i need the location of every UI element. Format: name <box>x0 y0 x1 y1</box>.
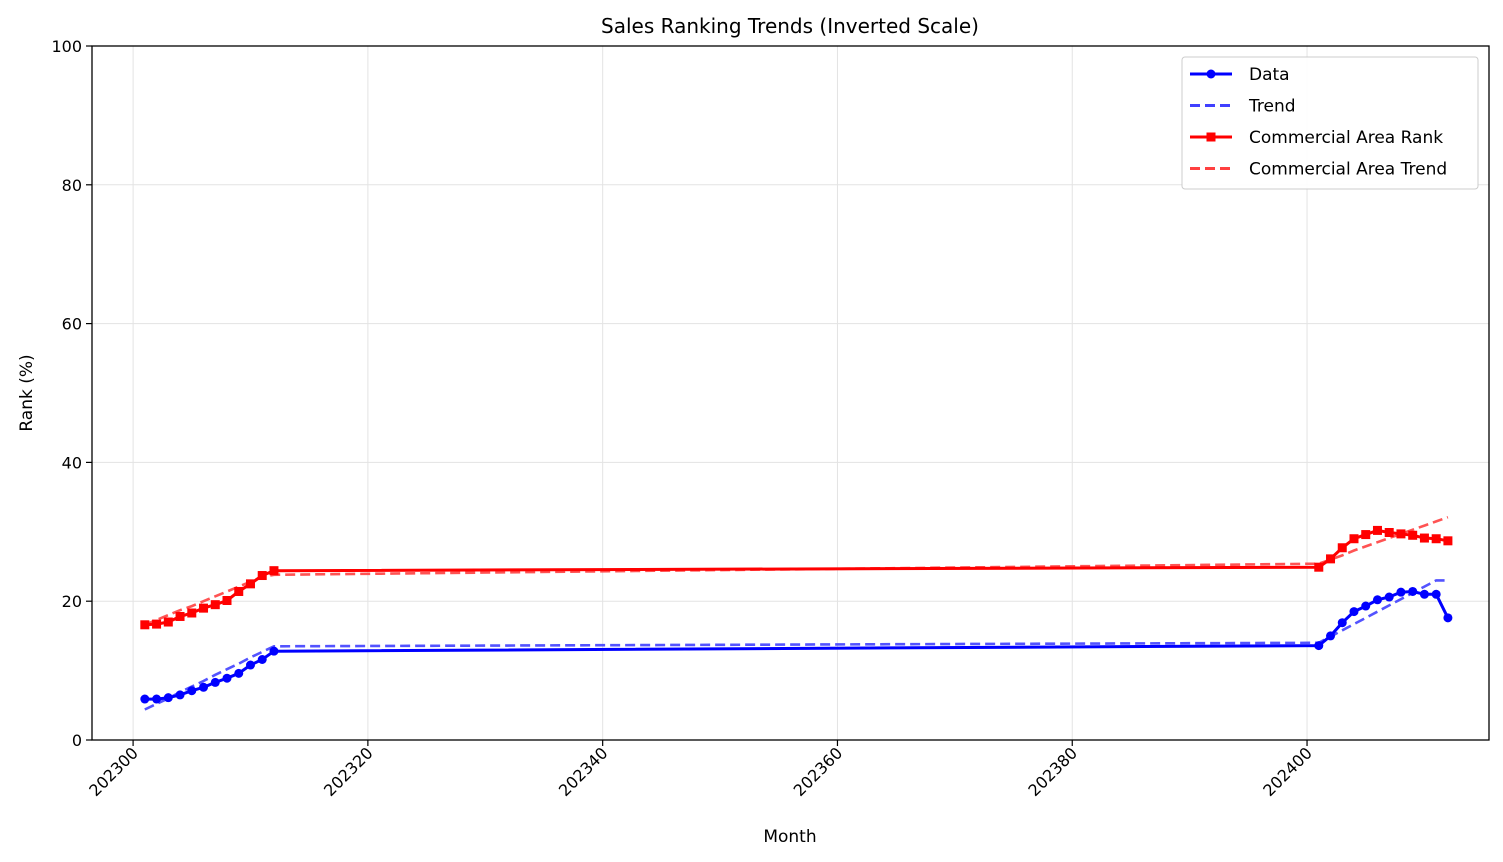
data-point-data <box>210 677 220 687</box>
data-point-data <box>222 673 232 683</box>
data-point-commercial-area-rank <box>269 566 279 576</box>
y-tick-label: 100 <box>51 37 82 56</box>
series-layer <box>140 515 1453 711</box>
legend-box <box>1181 56 1479 190</box>
data-point-commercial-area-rank <box>1361 530 1371 540</box>
y-axis-label: Rank (%) <box>17 354 37 431</box>
data-point-data <box>175 690 185 700</box>
data-point-data <box>1372 595 1382 605</box>
y-tick-label: 80 <box>62 176 82 195</box>
data-point-data <box>1443 613 1453 623</box>
data-point-commercial-area-rank <box>245 579 255 589</box>
data-point-data <box>1384 592 1394 602</box>
data-point-data <box>257 654 267 664</box>
x-axis-label: Month <box>763 827 816 847</box>
data-point-commercial-area-rank <box>257 571 267 581</box>
data-point-data <box>1337 618 1347 628</box>
y-tick-label: 0 <box>72 731 82 750</box>
y-tick-label: 40 <box>62 453 82 472</box>
data-point-data <box>187 686 197 696</box>
data-point-commercial-area-rank <box>1326 554 1336 564</box>
data-point-data <box>1314 641 1324 651</box>
legend-label-data: Data <box>1249 65 1290 85</box>
y-tick-label: 20 <box>62 592 82 611</box>
data-point-data <box>1396 587 1406 597</box>
data-point-data <box>234 668 244 678</box>
data-point-commercial-area-rank <box>163 617 173 627</box>
legend-label-commercial-area-rank: Commercial Area Rank <box>1249 128 1443 148</box>
data-point-commercial-area-rank <box>234 586 244 596</box>
data-point-data <box>1408 586 1418 596</box>
data-point-data <box>1431 589 1441 599</box>
data-point-commercial-area-rank <box>187 608 197 618</box>
data-point-commercial-area-rank <box>1419 533 1429 543</box>
data-point-commercial-area-rank <box>1396 529 1406 539</box>
data-point-data <box>152 694 162 704</box>
data-point-commercial-area-rank <box>1372 525 1382 535</box>
data-point-commercial-area-rank <box>1431 534 1441 544</box>
legend-label-commercial-area-trend: Commercial Area Trend <box>1249 160 1447 180</box>
data-point-commercial-area-rank <box>222 596 232 606</box>
data-point-data <box>1361 601 1371 611</box>
data-point-commercial-area-rank <box>1408 530 1418 540</box>
data-point-commercial-area-rank <box>1384 527 1394 537</box>
data-point-commercial-area-rank <box>1314 562 1324 572</box>
plot-frame <box>91 45 1490 741</box>
legend-marker-data <box>1206 69 1216 79</box>
data-point-data <box>1349 607 1359 617</box>
data-point-commercial-area-rank <box>210 600 220 610</box>
data-point-commercial-area-rank <box>1349 534 1359 544</box>
data-point-commercial-area-rank <box>1443 536 1453 546</box>
legend-label-trend: Trend <box>1248 97 1296 117</box>
data-point-data <box>269 646 279 656</box>
data-point-data <box>163 693 173 703</box>
data-point-commercial-area-rank <box>175 611 185 621</box>
chart-title: Sales Ranking Trends (Inverted Scale) <box>601 14 979 38</box>
data-point-commercial-area-rank <box>152 619 162 629</box>
data-point-commercial-area-rank <box>140 620 150 630</box>
legend: Data Trend Commercial Area Rank Commercial … <box>1181 56 1479 190</box>
legend-marker-commercial-area-rank <box>1206 132 1216 142</box>
data-point-commercial-area-rank <box>1337 543 1347 553</box>
y-tick-label: 60 <box>62 315 82 334</box>
data-point-data <box>1419 589 1429 599</box>
data-point-data <box>245 660 255 670</box>
data-point-data <box>1326 631 1336 641</box>
data-point-commercial-area-rank <box>199 603 209 613</box>
data-point-data <box>140 694 150 704</box>
data-point-data <box>199 682 209 692</box>
